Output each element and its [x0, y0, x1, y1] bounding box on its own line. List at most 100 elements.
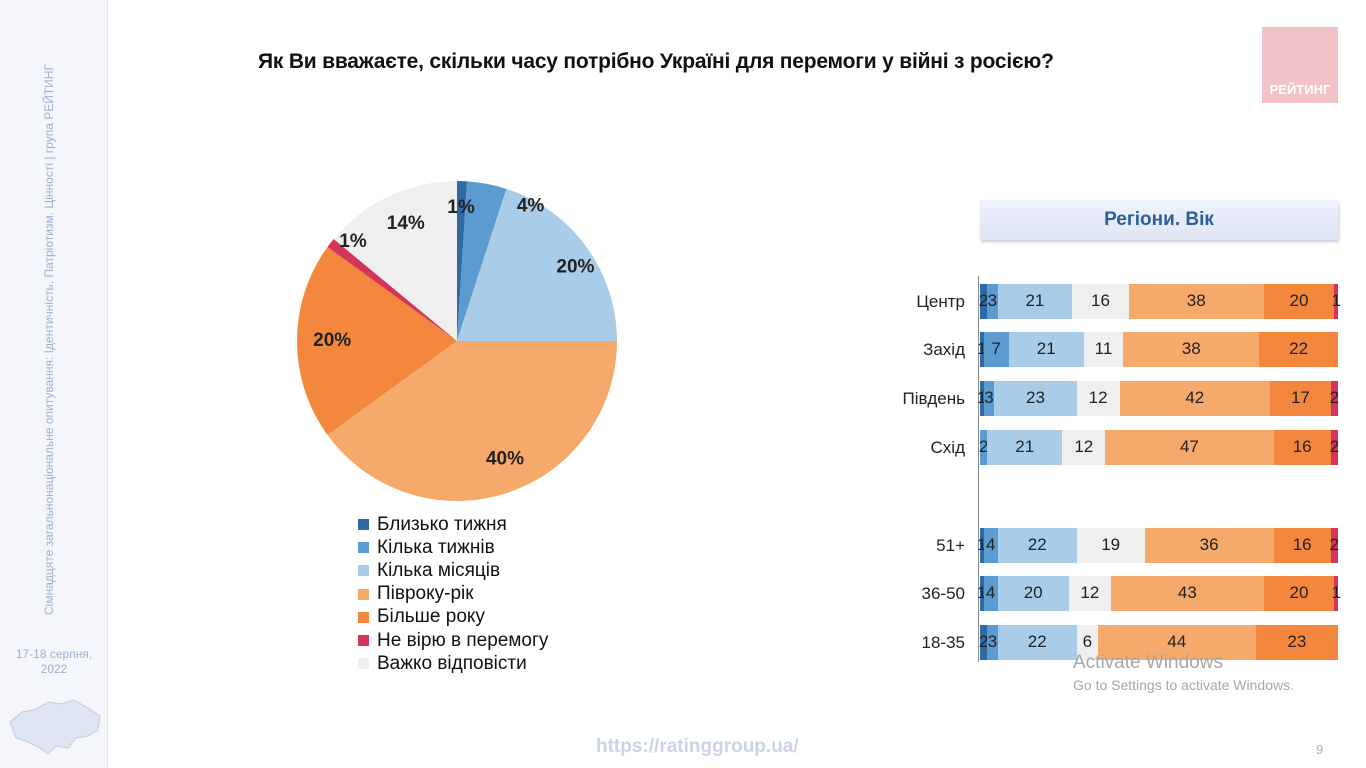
- bar-segment: [997, 625, 1077, 660]
- bar-segment: [980, 576, 984, 611]
- bar-data-label: 21: [1025, 291, 1045, 310]
- bar-data-label: 22: [1027, 632, 1047, 651]
- bar-segment: [987, 284, 998, 319]
- bar-data-label: 23: [1026, 388, 1045, 407]
- legend-item: Кілька тижнів: [358, 536, 548, 559]
- bar-data-label: 16: [1292, 535, 1312, 554]
- bar-segment: [1128, 284, 1264, 319]
- bar-data-label: 12: [1074, 437, 1094, 456]
- sidebar-date: 17-18 серпня, 2022: [15, 647, 93, 676]
- bar-category-label: 18-35: [921, 633, 965, 652]
- bar-segment: [1259, 332, 1338, 367]
- bar-segment: [1105, 430, 1274, 465]
- bar-segment: [1144, 528, 1274, 563]
- legend-swatch: [358, 565, 369, 577]
- bar-segment: [1330, 528, 1338, 563]
- bar-category-label: Захід: [923, 340, 965, 359]
- legend-label: Кілька місяців: [377, 559, 501, 581]
- bar-data-label: 44: [1167, 632, 1187, 651]
- bar-data-label: 3: [987, 632, 998, 651]
- bar-segment: [1263, 284, 1335, 319]
- bar-data-label: 23: [1287, 632, 1307, 651]
- bar-data-label: 1: [1331, 583, 1341, 602]
- pie-slice-5: [297, 246, 457, 436]
- legend-item: Кілька місяців: [358, 559, 548, 582]
- bar-data-label: 12: [1088, 388, 1108, 407]
- bar-data-label: 1: [1331, 291, 1341, 310]
- bar-segment: [983, 576, 998, 611]
- legend-label: Близько тижня: [377, 513, 507, 535]
- pie-slice-4: [327, 341, 617, 502]
- bar-segment: [1330, 381, 1338, 416]
- pie-data-label-7: 14%: [387, 213, 425, 234]
- bar-data-label: 6: [1082, 632, 1093, 651]
- footer-url[interactable]: https://ratinggroup.ua/: [596, 736, 799, 757]
- bar-segment: [997, 576, 1069, 611]
- pie-slice-2: [457, 181, 507, 341]
- pie-legend: Близько тижня Кілька тижнів Кілька місяців…: [358, 513, 548, 675]
- activate-title: Activate Windows: [1073, 652, 1223, 673]
- bar-segment: [1273, 430, 1331, 465]
- sidebar-vertical-text: Сімнадцяте загальнонаціональне опитуванн…: [42, 64, 56, 615]
- bar-axis-line: [978, 276, 979, 662]
- legend-label: Півроку-рік: [377, 583, 474, 605]
- bar-data-label: 42: [1185, 388, 1205, 407]
- bar-data-label: 11: [1094, 339, 1113, 358]
- pie-slice-3: [457, 188, 617, 341]
- logo-text: РЕЙТИНГ: [1269, 82, 1331, 97]
- bar-segment: [980, 528, 984, 563]
- bar-segment: [1072, 284, 1129, 319]
- bar-segment: [994, 381, 1077, 416]
- bar-data-label: 20: [1023, 583, 1043, 602]
- bar-data-label: 3: [984, 388, 994, 407]
- sidebar: Сімнадцяте загальнонаціональне опитуванн…: [0, 0, 108, 768]
- pie-slice-6: [327, 239, 457, 341]
- bar-segment: [1123, 332, 1260, 367]
- bar-segment: [980, 430, 988, 465]
- pie-data-label-2: 4%: [517, 196, 545, 217]
- bar-segment: [987, 625, 998, 660]
- bar-category-label: Центр: [916, 292, 965, 311]
- pie-data-label-6: 1%: [339, 231, 367, 252]
- bar-segment: [980, 625, 988, 660]
- bar-segment: [1255, 625, 1338, 660]
- bar-segment: [1083, 332, 1124, 367]
- bar-category-label: Схід: [930, 438, 965, 457]
- bar-data-label: 22: [1027, 535, 1047, 554]
- bar-data-label: 7: [991, 339, 1001, 358]
- bar-data-label: 16: [1292, 437, 1312, 456]
- bar-segment: [1269, 381, 1331, 416]
- bar-data-label: 38: [1181, 339, 1201, 358]
- bar-data-label: 17: [1290, 388, 1310, 407]
- legend-swatch: [358, 658, 369, 670]
- pie-data-label-4: 40%: [486, 448, 524, 469]
- bar-data-label: 1: [977, 583, 987, 602]
- pie-slice-7: [333, 181, 457, 341]
- bar-segment: [1111, 576, 1264, 611]
- legend-label: Не вірю в перемогу: [377, 629, 549, 651]
- bar-data-label: 1: [977, 535, 987, 554]
- bar-data-label: 20: [1289, 583, 1309, 602]
- bar-segment: [1076, 528, 1145, 563]
- bar-category-label: Південь: [902, 389, 965, 408]
- activate-windows-watermark: Activate Windows Go to Settings to activ…: [1073, 652, 1294, 693]
- bar-segment: [1334, 576, 1338, 611]
- bar-data-label: 16: [1091, 291, 1110, 310]
- bar-category-label: 36-50: [921, 584, 965, 603]
- bar-segment: [983, 381, 995, 416]
- legend-label: Кілька тижнів: [377, 536, 495, 558]
- bar-segment: [997, 284, 1073, 319]
- bar-segment: [997, 528, 1077, 563]
- legend-swatch: [358, 611, 369, 623]
- bar-data-label: 1: [977, 339, 987, 358]
- legend-item: Не вірю в перемогу: [358, 629, 548, 652]
- bar-segment: [1330, 430, 1338, 465]
- bar-segment: [1273, 528, 1331, 563]
- bar-segment: [1098, 625, 1256, 660]
- activate-subtitle: Go to Settings to activate Windows.: [1073, 677, 1294, 693]
- bar-segment: [1068, 576, 1112, 611]
- legend-label: Більше року: [377, 606, 485, 628]
- rating-logo: РЕЙТИНГ: [1262, 27, 1338, 103]
- bar-data-label: 1: [977, 388, 987, 407]
- legend-item: Важко відповісти: [358, 652, 548, 675]
